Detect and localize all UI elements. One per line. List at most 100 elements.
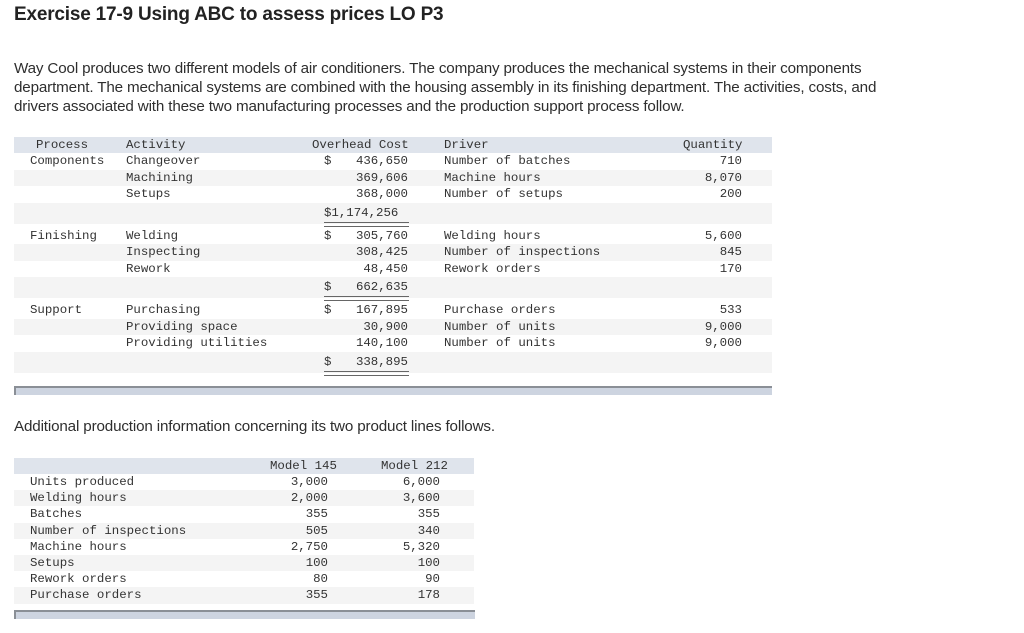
model-212-value: 340 (417, 523, 440, 538)
additional-info-text: Additional production information concer… (14, 418, 495, 435)
table-row: Providing space 30,900 Number of units 9… (14, 318, 772, 335)
table-row: Finishing Welding $ 305,760 Welding hour… (14, 228, 772, 245)
activity-cost-table: Process Activity Overhead Cost Driver Qu… (14, 137, 772, 376)
table-row: Welding hours 2,000 3,600 (14, 490, 474, 507)
double-underline (324, 221, 409, 227)
table-row: Units produced 3,000 6,000 (14, 474, 474, 490)
row-label: Number of inspections (30, 523, 187, 538)
row-label: Welding hours (30, 491, 127, 506)
header-model-212: Model 212 (381, 459, 448, 473)
table-row: Purchase orders 355 178 (14, 587, 474, 604)
overhead-cost: 436,650 (355, 154, 408, 168)
row-label: Machine hours (30, 539, 127, 554)
intro-line-3: drivers associated with these two manufa… (14, 98, 685, 115)
driver-label: Number of inspections (444, 245, 601, 259)
overhead-cost: 305,760 (355, 228, 408, 243)
activity-label: Providing space (126, 319, 238, 334)
overhead-cost: 30,900 (363, 319, 408, 334)
quantity-value: 845 (719, 245, 742, 259)
process-label: Support (30, 303, 83, 317)
intro-line-2: department. The mechanical systems are c… (14, 79, 877, 96)
overhead-cost: 369,606 (355, 170, 408, 185)
table-row: Inspecting 308,425 Number of inspections… (14, 244, 772, 261)
activity-label: Changeover (126, 154, 201, 168)
dollar-sign: $ (324, 354, 332, 369)
subtotal-row: $ 338,895 (14, 351, 772, 376)
table-row: Support Purchasing $ 167,895 Purchase or… (14, 302, 772, 319)
header-overhead-cost: Overhead Cost (312, 138, 409, 152)
model-145-value: 2,750 (290, 539, 328, 554)
overhead-cost: 368,000 (323, 186, 408, 204)
model-145-value: 80 (313, 572, 328, 587)
row-label: Units produced (30, 475, 135, 489)
double-underline (324, 296, 409, 301)
intro-paragraph: Way Cool produces two different models o… (14, 59, 1014, 116)
driver-label: Number of batches (444, 154, 571, 168)
page-title: Exercise 17-9 Using ABC to assess prices… (14, 4, 444, 25)
overhead-cost: 167,895 (355, 303, 408, 317)
intro-line-1: Way Cool produces two different models o… (14, 60, 862, 77)
table-row: Setups 368,000 Number of setups 200 (14, 186, 772, 204)
table-row: Machining 369,606 Machine hours 8,070 (14, 169, 772, 186)
model-145-value: 100 (305, 555, 328, 570)
header-process: Process (36, 138, 89, 152)
driver-label: Number of units (444, 319, 556, 334)
header-quantity: Quantity (683, 138, 743, 152)
dollar-sign: $ (324, 228, 332, 243)
model-212-value: 5,320 (402, 539, 440, 554)
dollar-sign: $ (324, 154, 332, 168)
model-145-value: 505 (305, 523, 328, 538)
components-total: $1,174,256 (324, 205, 399, 220)
row-label: Rework orders (30, 572, 127, 587)
table-row: Components Changeover $ 436,650 Number o… (14, 153, 772, 170)
activity-label: Inspecting (126, 245, 201, 259)
quantity-value: 200 (719, 187, 742, 201)
header-activity: Activity (126, 138, 186, 152)
table-row: Batches 355 355 (14, 506, 474, 522)
driver-label: Number of units (444, 336, 556, 350)
activity-label: Purchasing (126, 303, 201, 317)
table-footer-bar (14, 386, 772, 395)
production-info-table: Model 145 Model 212 Units produced 3,000… (14, 458, 474, 604)
double-underline (324, 370, 409, 376)
activity-label: Machining (126, 170, 193, 185)
quantity-value: 533 (719, 303, 742, 317)
underlined-amount: 48,450 (323, 261, 408, 278)
header-model-145: Model 145 (270, 459, 337, 473)
model-145-value: 3,000 (290, 475, 328, 489)
overhead-cost: 140,100 (323, 335, 408, 353)
model-212-value: 6,000 (402, 475, 440, 489)
quantity-value: 170 (719, 261, 742, 276)
table-header-row: Model 145 Model 212 (14, 458, 474, 474)
model-145-value: 355 (305, 588, 328, 603)
subtotal-row: $ 662,635 (14, 277, 772, 301)
row-label: Setups (30, 555, 75, 570)
activity-label: Setups (126, 187, 171, 201)
table-row: Rework 48,450 Rework orders 170 (14, 261, 772, 278)
finishing-total: 662,635 (355, 280, 408, 294)
overhead-cost: 48,450 (323, 261, 408, 278)
table-row: Providing utilities 140,100 Number of un… (14, 335, 772, 353)
table-header-row: Process Activity Overhead Cost Driver Qu… (14, 137, 772, 153)
driver-label: Machine hours (444, 170, 541, 185)
model-212-value: 3,600 (402, 491, 440, 506)
quantity-value: 710 (719, 154, 742, 168)
table-row: Machine hours 2,750 5,320 (14, 539, 474, 555)
process-label: Components (30, 154, 105, 168)
model-212-value: 90 (425, 572, 440, 587)
support-total: 338,895 (355, 354, 408, 369)
quantity-value: 9,000 (704, 319, 742, 334)
driver-label: Rework orders (444, 261, 541, 276)
overhead-cost: 308,425 (355, 245, 408, 259)
table-footer-bar (14, 610, 475, 619)
dollar-sign: $ (324, 280, 332, 294)
process-label: Finishing (30, 228, 97, 243)
activity-label: Rework (126, 261, 171, 276)
model-212-value: 178 (417, 588, 440, 603)
driver-label: Number of setups (444, 187, 563, 201)
quantity-value: 9,000 (704, 336, 742, 350)
activity-label: Welding (126, 228, 179, 243)
table-row: Number of inspections 505 340 (14, 522, 474, 539)
header-driver: Driver (444, 138, 489, 152)
underlined-amount: 140,100 (323, 335, 408, 353)
